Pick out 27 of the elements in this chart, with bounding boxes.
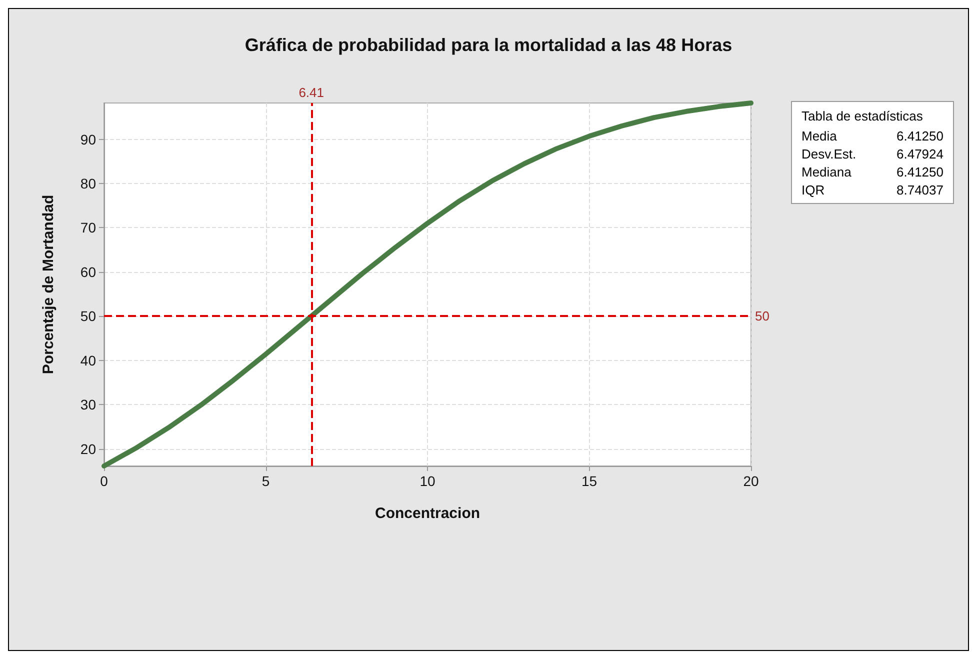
x-tick-label: 20 [743,473,759,489]
text: 6.41250 [896,164,944,180]
chart-title: Gráfica de probabilidad para la mortalidad a las 48 Horas [244,35,732,55]
text: 6.41250 [896,128,944,144]
y-tick-label: 80 [80,175,96,192]
y-tick-label: 20 [80,440,96,457]
x-axis-title: Concentracion [374,505,480,522]
x-tick-label: 5 [262,473,270,489]
text: Media [802,128,838,144]
text: 6.47924 [896,146,944,162]
x-tick-label: 0 [100,473,108,489]
ref-line-label: 6.41 [298,85,324,100]
text: Mediana [802,164,852,180]
x-tick-label: 10 [420,473,436,489]
y-axis-title: Porcentaje de Mortandad [40,194,57,374]
text: Tabla de estadísticas [802,108,924,124]
text: 8.74037 [896,182,944,198]
y-tick-label: 70 [80,220,96,236]
y-tick-label: 60 [80,264,96,280]
x-tick-label: 15 [581,473,598,489]
y-tick-label: 30 [80,396,96,413]
ref-line-label: 50 [755,308,770,324]
text: IQR [802,182,825,198]
y-tick-label: 40 [80,352,96,368]
text: Desv.Est. [802,146,856,162]
y-tick-label: 90 [80,131,96,148]
y-tick-label: 50 [80,308,96,324]
